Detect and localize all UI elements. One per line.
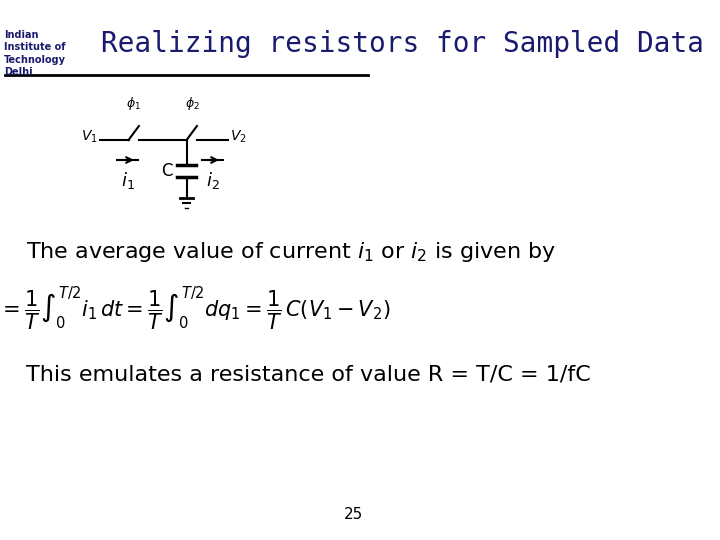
Text: Indian
Institute of
Technology
Delhi: Indian Institute of Technology Delhi bbox=[4, 30, 66, 77]
Text: $i_2$: $i_2$ bbox=[206, 170, 220, 191]
Text: Realizing resistors for Sampled Data Circuits: Realizing resistors for Sampled Data Cir… bbox=[101, 30, 720, 58]
Text: $V_2$: $V_2$ bbox=[230, 129, 247, 145]
Text: C: C bbox=[161, 162, 173, 180]
Text: $i_1$: $i_1$ bbox=[120, 170, 135, 191]
Text: $\bar{i}_1 = \dfrac{1}{T}\int_{0}^{T/2} i_1\, dt = \dfrac{1}{T}\int_{0}^{T/2} dq: $\bar{i}_1 = \dfrac{1}{T}\int_{0}^{T/2} … bbox=[0, 284, 390, 332]
Text: $\phi_1$: $\phi_1$ bbox=[126, 95, 141, 112]
Text: $V_1$: $V_1$ bbox=[81, 129, 97, 145]
Text: The average value of current $i_1$ or $i_2$ is given by: The average value of current $i_1$ or $i… bbox=[26, 240, 557, 264]
Text: 25: 25 bbox=[343, 507, 363, 522]
Text: $\phi_2$: $\phi_2$ bbox=[185, 95, 200, 112]
Text: This emulates a resistance of value R = T/C = 1/fC: This emulates a resistance of value R = … bbox=[26, 365, 590, 385]
